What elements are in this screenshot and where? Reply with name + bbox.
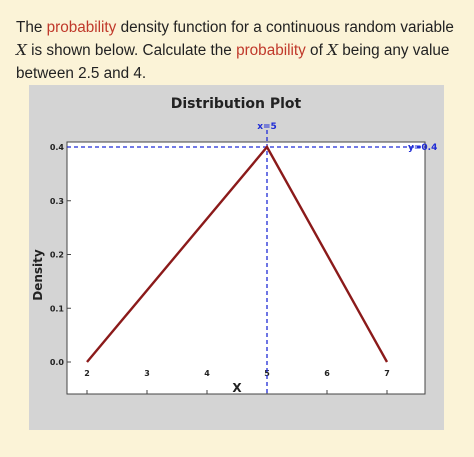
question-part3: is shown below. Calculate the (26, 42, 237, 59)
variable-x-2: X (327, 41, 338, 59)
reference-label-y: y=0.4 (408, 143, 437, 153)
x-axis-label: X (232, 381, 242, 395)
y-tick-label: 0.0 (50, 358, 65, 367)
distribution-plot: Distribution Plot X Density 0.0 0.1 0.2 0.3… (29, 85, 444, 430)
y-tick-label: 0.2 (50, 251, 64, 260)
variable-x-1: X (16, 41, 27, 59)
x-tick-label: 4 (204, 369, 210, 378)
x-tick-label: 2 (84, 369, 90, 378)
question-part4: of (305, 42, 328, 59)
x-tick-label: 7 (384, 369, 390, 378)
y-tick-label: 0.4 (50, 143, 65, 152)
reference-label-x: x=5 (257, 122, 277, 132)
question-text: The probability density function for a c… (16, 16, 461, 85)
y-tick-label: 0.3 (50, 197, 64, 206)
x-tick-label: 3 (144, 369, 150, 378)
chart-title: Distribution Plot (171, 96, 302, 112)
x-tick-label: 6 (324, 369, 330, 378)
y-tick-label: 0.1 (50, 304, 65, 313)
probability-link-1[interactable]: probability (46, 19, 117, 36)
plot-area (66, 141, 426, 395)
y-axis-label: Density (31, 249, 45, 301)
question-part2: density function for a continuous random… (116, 19, 454, 36)
x-tick-label: 5 (264, 369, 270, 378)
question-part1: The (16, 19, 47, 36)
question-part5: being any value between 2.5 and 4. (16, 42, 450, 82)
probability-link-2[interactable]: probability (236, 42, 306, 59)
density-series-line (86, 144, 389, 363)
